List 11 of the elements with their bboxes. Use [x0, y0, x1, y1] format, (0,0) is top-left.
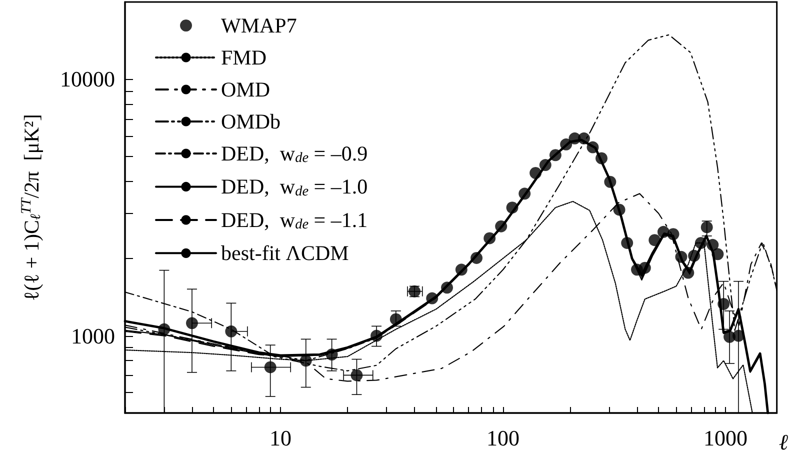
legend-label: FMD [221, 46, 267, 70]
legend-label: best-fit ΛCDM [221, 241, 350, 266]
x-tick-label: 100 [486, 426, 520, 450]
legend-label: OMDb [221, 110, 281, 134]
y-axis-title: ℓ(ℓ + 1)CℓTT/2π [μK²] [18, 114, 44, 301]
legend-label: OMD [221, 78, 270, 102]
x-tick-label: 10 [270, 426, 292, 450]
y-tick-label: 10000 [60, 66, 115, 92]
legend-label: WMAP7 [221, 14, 297, 38]
x-axis-title: ℓ [778, 430, 789, 454]
x-tick-label: 1000 [704, 426, 748, 450]
